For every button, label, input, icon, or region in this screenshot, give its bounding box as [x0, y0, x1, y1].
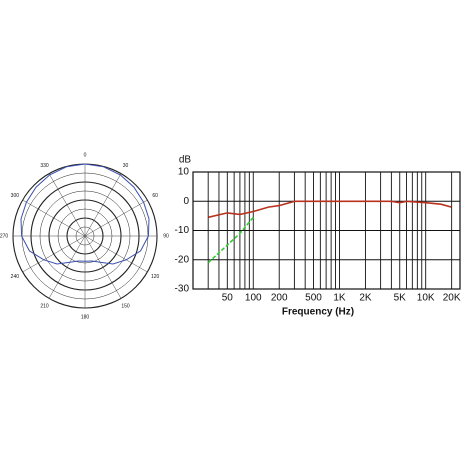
- angle-label: 0: [84, 152, 87, 158]
- x-tick-label: 2K: [359, 293, 372, 304]
- response-line: [207, 216, 254, 264]
- spoke: [84, 235, 122, 299]
- spoke: [48, 235, 86, 299]
- plot-frame: [192, 171, 461, 290]
- y-tick-label: -30: [175, 284, 190, 295]
- spoke: [22, 199, 86, 237]
- angle-label: 90: [163, 233, 169, 239]
- x-tick-label: 5K: [394, 293, 407, 304]
- spoke: [84, 235, 148, 273]
- y-tick-label: -20: [175, 254, 190, 265]
- angle-label: 180: [81, 314, 90, 320]
- x-tick-label: 500: [305, 293, 322, 304]
- x-tick-label: 10K: [417, 293, 435, 304]
- angle-label: 270: [0, 233, 8, 239]
- y-axis-label: dB: [179, 155, 192, 166]
- polar-pattern: [20, 163, 150, 265]
- angle-label: 150: [121, 303, 130, 309]
- spoke: [84, 173, 122, 237]
- spoke: [84, 199, 148, 237]
- angle-label: 60: [152, 193, 158, 199]
- y-tick-label: 10: [178, 167, 190, 178]
- x-tick-label: 100: [245, 293, 262, 304]
- x-tick-label: 20K: [443, 293, 461, 304]
- response-line: [208, 200, 452, 219]
- angle-label: 210: [40, 303, 49, 309]
- y-tick-label: -10: [175, 225, 190, 236]
- x-axis-label: Frequency (Hz): [282, 307, 354, 318]
- spoke: [22, 235, 86, 273]
- angle-label: 120: [151, 274, 160, 280]
- angle-label: 30: [123, 163, 129, 169]
- angle-label: 300: [11, 193, 20, 199]
- angle-label: 240: [11, 274, 20, 280]
- x-tick-label: 50: [222, 293, 234, 304]
- x-tick-label: 200: [271, 293, 288, 304]
- spoke: [48, 173, 86, 237]
- y-tick-label: 0: [183, 196, 189, 207]
- x-tick-label: 1K: [333, 293, 346, 304]
- angle-label: 330: [40, 163, 49, 169]
